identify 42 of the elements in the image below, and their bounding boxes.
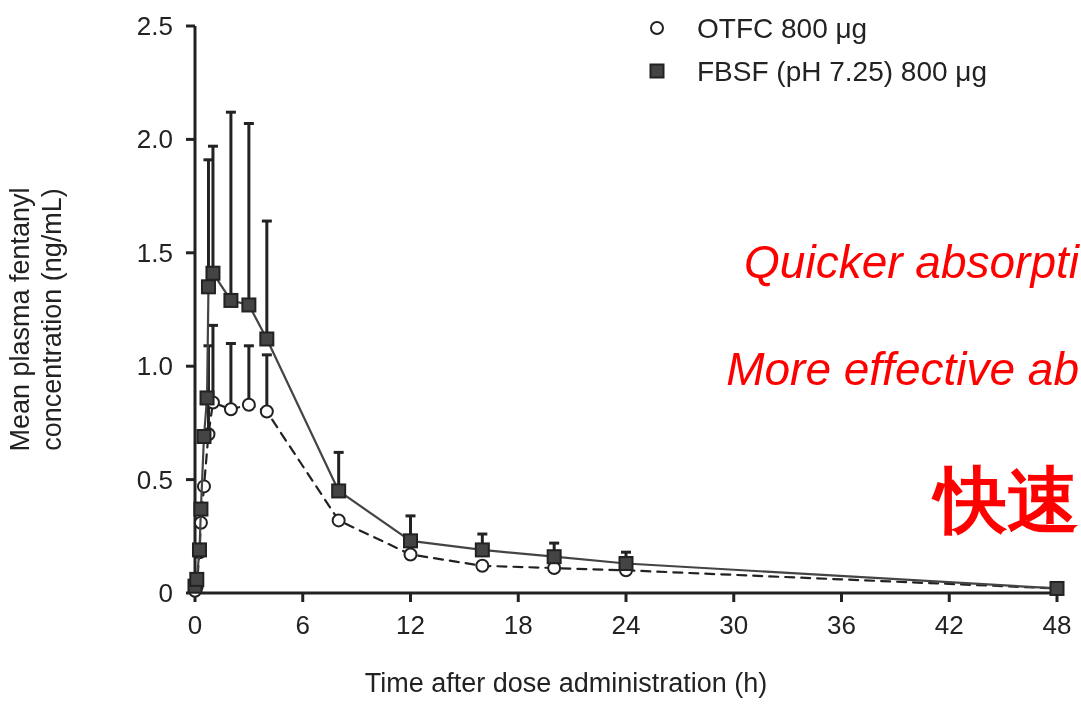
point — [193, 501, 209, 517]
point — [331, 483, 347, 499]
point — [200, 279, 216, 295]
point — [618, 556, 634, 572]
point — [223, 292, 239, 308]
x-tick-label: 0 — [187, 610, 203, 640]
point — [546, 549, 562, 565]
point — [403, 547, 418, 562]
annotation: 快速 — [931, 457, 1079, 542]
legend-label: OTFC 800 μg — [697, 13, 868, 44]
point — [189, 571, 205, 587]
y-tick-label: 1.0 — [136, 351, 173, 382]
point — [223, 402, 238, 417]
point — [331, 513, 346, 528]
x-tick-label: 36 — [827, 610, 856, 640]
point — [241, 297, 257, 313]
point — [475, 558, 490, 573]
point — [199, 390, 215, 406]
y-tick-label: 0 — [158, 578, 173, 608]
point — [474, 542, 490, 558]
y-tick-label: 2.0 — [136, 124, 173, 155]
point — [259, 404, 274, 419]
x-tick-label: 30 — [719, 610, 749, 640]
x-tick-label: 18 — [503, 610, 533, 640]
x-tick-label: 12 — [396, 610, 425, 640]
y-tick-label: 0.5 — [136, 464, 173, 495]
y-tick-label: 1.5 — [136, 237, 173, 268]
x-tick-label: 24 — [611, 610, 641, 640]
point — [403, 533, 418, 549]
y-axis-title: Mean plasma fentanyl concentration (ng/mL) — [5, 187, 67, 452]
x-axis-title: Time after dose administration (h) — [364, 668, 768, 698]
annotation: Quicker absorpti — [744, 236, 1081, 288]
x-tick-label: 6 — [295, 610, 310, 640]
point — [259, 331, 275, 347]
annotation: More effective ab — [726, 343, 1079, 395]
legend-label: FBSF (pH 7.25) 800 μg — [697, 56, 988, 87]
point — [241, 397, 256, 412]
x-tick-label: 48 — [1042, 610, 1072, 640]
x-tick-label: 42 — [934, 610, 964, 640]
y-tick-label: 2.5 — [136, 11, 173, 41]
point — [205, 265, 221, 281]
point — [196, 429, 212, 445]
